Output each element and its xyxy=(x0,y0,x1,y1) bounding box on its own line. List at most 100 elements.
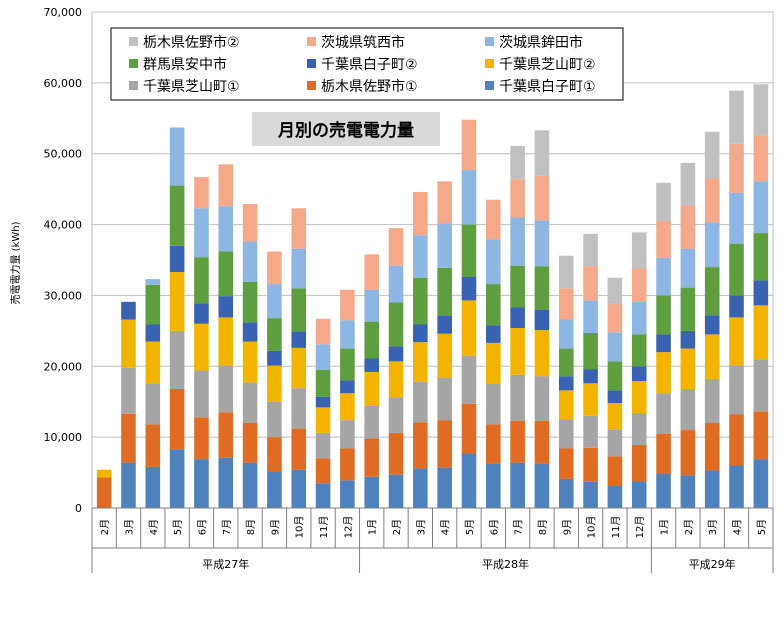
bar-segment xyxy=(631,381,647,414)
bar-segment xyxy=(631,232,647,269)
bar-segment xyxy=(267,365,282,402)
bar-segment xyxy=(437,315,452,334)
bar-segment xyxy=(461,453,477,508)
bar-segment xyxy=(704,178,720,223)
legend-label: 茨城県鉾田市 xyxy=(499,34,583,51)
bar-segment xyxy=(121,462,136,508)
bar-segment xyxy=(486,199,501,240)
legend-label: 栃木県佐野市② xyxy=(143,34,240,51)
bar-segment xyxy=(729,295,744,318)
bar-segment xyxy=(704,131,720,179)
bar-segment xyxy=(583,332,598,370)
bar-segment xyxy=(558,419,574,449)
bar-segment xyxy=(729,143,744,193)
x-tick-label: 2月 xyxy=(683,519,695,535)
bar-segment xyxy=(388,397,404,433)
bar-segment xyxy=(169,127,185,186)
bar-segment xyxy=(121,301,136,320)
x-group-label: 平成27年 xyxy=(202,557,249,571)
bar-segment xyxy=(96,477,112,508)
bar-segment xyxy=(340,393,355,421)
bar-segment xyxy=(753,359,769,412)
bar-segment xyxy=(753,280,769,306)
bar-segment xyxy=(486,384,501,425)
bar-segment xyxy=(340,480,355,508)
bar-segment xyxy=(729,90,744,144)
bar-segment xyxy=(437,467,452,508)
bar-segment xyxy=(631,301,647,335)
bar-segment xyxy=(680,205,696,249)
bar-segment xyxy=(534,220,550,267)
x-tick-label: 7月 xyxy=(221,519,233,535)
bar-segment xyxy=(145,284,161,325)
y-tick-label: 60,000 xyxy=(44,77,83,90)
bar-segment xyxy=(729,414,744,466)
legend-swatch xyxy=(485,81,494,90)
bar-segment xyxy=(315,432,331,459)
bar-segment xyxy=(583,266,598,301)
bar-segment xyxy=(169,272,185,331)
bar-segment xyxy=(656,257,671,296)
legend-label: 群馬県安中市 xyxy=(143,56,227,73)
bar-segment xyxy=(388,302,404,347)
bar-segment xyxy=(656,473,671,508)
bar-segment xyxy=(267,318,282,351)
bar-segment xyxy=(631,366,647,382)
bar-segment xyxy=(194,370,209,418)
x-tick-label: 1月 xyxy=(367,519,379,535)
bar-segment xyxy=(510,328,525,375)
bar-segment xyxy=(704,470,720,508)
bar-segment xyxy=(315,369,331,397)
bar-segment xyxy=(631,413,647,445)
bar-segment xyxy=(315,458,331,484)
bar-segment xyxy=(656,221,671,258)
bar-segment xyxy=(388,265,404,303)
bar-segment xyxy=(461,277,477,301)
bar-segment xyxy=(388,361,404,398)
bar-segment xyxy=(607,361,623,391)
bar-segment xyxy=(437,223,452,268)
legend-label: 栃木県佐野市① xyxy=(321,78,418,95)
bar-segment xyxy=(242,382,258,423)
y-tick-label: 30,000 xyxy=(44,289,83,302)
bar-segment xyxy=(753,135,769,182)
bar-segment xyxy=(704,267,720,316)
bar-segment xyxy=(194,459,209,508)
bar-segment xyxy=(145,424,161,467)
bar-segment xyxy=(704,315,720,335)
bar-segment xyxy=(145,341,161,384)
bar-segment xyxy=(607,332,623,362)
bar-segment xyxy=(340,380,355,394)
y-tick-label: 10,000 xyxy=(44,431,83,444)
bar-segment xyxy=(315,483,331,508)
bar-segment xyxy=(680,287,696,331)
bar-segment xyxy=(169,388,185,450)
bar-segment xyxy=(169,185,185,246)
bar-segment xyxy=(486,239,501,285)
legend-swatch xyxy=(129,37,138,46)
bar-segment xyxy=(510,265,525,308)
x-tick-label: 8月 xyxy=(245,519,257,535)
bar-segment xyxy=(631,444,647,482)
bar-segment xyxy=(558,288,574,320)
legend-label: 茨城県筑西市 xyxy=(321,34,405,51)
x-tick-label: 5月 xyxy=(756,519,768,535)
bar-segment xyxy=(437,420,452,468)
bar-segment xyxy=(340,348,355,381)
bar-segment xyxy=(340,289,355,321)
bar-segment xyxy=(267,437,282,472)
bar-segment xyxy=(583,233,598,267)
bar-segment xyxy=(145,466,161,508)
bar-segment xyxy=(753,181,769,234)
bar-segment xyxy=(315,396,331,408)
bar-segment xyxy=(218,296,234,318)
bar-segment xyxy=(388,474,404,508)
bar-segment xyxy=(242,462,258,508)
bar-segment xyxy=(242,322,258,342)
bar-segment xyxy=(510,420,525,463)
bar-segment xyxy=(558,255,574,289)
bar-segment xyxy=(558,319,574,349)
bar-segment xyxy=(510,307,525,329)
title-group: 月別の売電電力量 xyxy=(252,112,440,146)
bar-segment xyxy=(486,424,501,464)
